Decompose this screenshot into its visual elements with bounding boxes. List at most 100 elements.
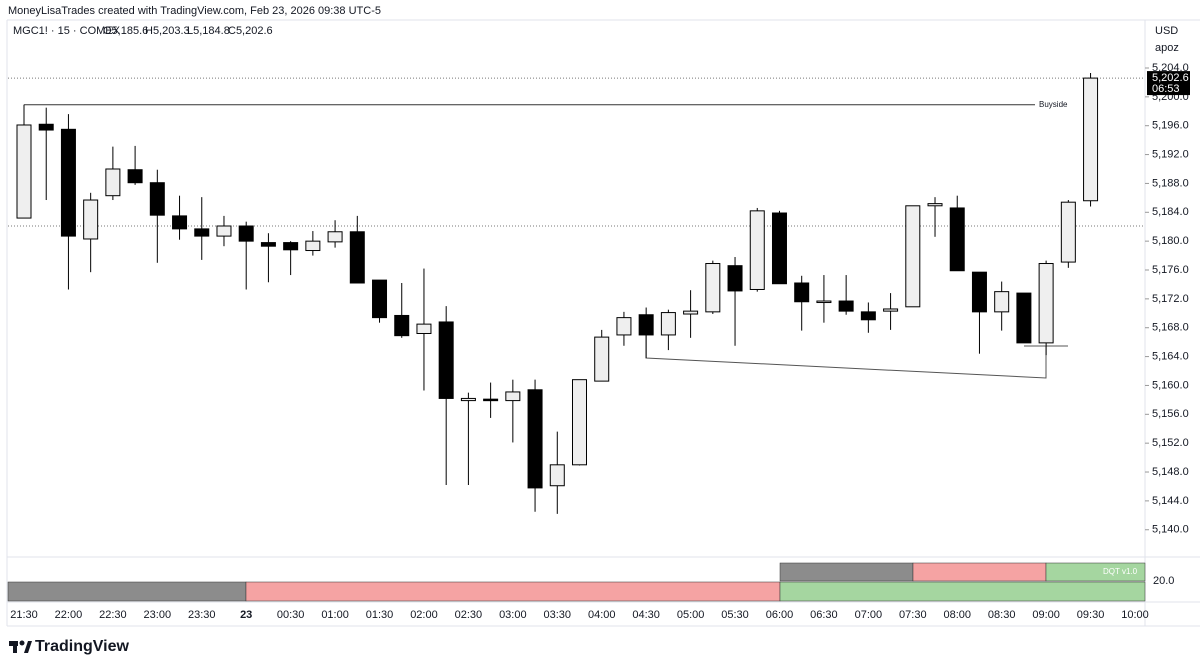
candle-body (883, 308, 899, 312)
close-value: C5,202.6 (228, 25, 273, 37)
candle-body (683, 310, 699, 315)
y-tick-label: 5,148.0 (1152, 466, 1189, 478)
open-value: O5,185.6 (103, 25, 148, 37)
candle-body (372, 279, 388, 319)
indicator-cell (779, 581, 1146, 602)
x-tick-label: 08:30 (988, 609, 1016, 621)
candle-body (172, 215, 188, 230)
y-tick-label: 5,160.0 (1152, 379, 1189, 391)
x-tick-label: 01:30 (366, 609, 394, 621)
x-tick-label: 04:00 (588, 609, 616, 621)
y-tick-label: 5,188.0 (1152, 177, 1189, 189)
symbol: MGC1! · 15 · COMEX (13, 25, 121, 37)
x-tick-label: 03:30 (544, 609, 572, 621)
candle-body (860, 311, 876, 321)
y-tick-label: 5,140.0 (1152, 524, 1189, 536)
candle-body (394, 314, 410, 337)
candle-body (483, 398, 499, 402)
y-tick-label: 5,192.0 (1152, 148, 1189, 160)
y-tick-label: 5,144.0 (1152, 495, 1189, 507)
candle-body (638, 314, 654, 336)
y-tick-label: 5,204.0 (1152, 62, 1189, 74)
x-tick-label: 23 (240, 609, 252, 621)
candle-body (216, 225, 232, 237)
x-tick-label: 23:30 (188, 609, 216, 621)
candle-body (416, 323, 432, 334)
countdown: 06:53 (1152, 83, 1180, 95)
y-tick-label: 5,168.0 (1152, 322, 1189, 334)
x-tick-label: 01:00 (321, 609, 349, 621)
y-tick-label: 5,176.0 (1152, 264, 1189, 276)
x-tick-label: 06:30 (810, 609, 838, 621)
candle-body (705, 263, 721, 313)
candle-body (438, 321, 454, 399)
y-tick-label: 5,164.0 (1152, 350, 1189, 362)
price-badge (1147, 71, 1190, 96)
y-tick-label: 5,152.0 (1152, 437, 1189, 449)
high-value: H5,203.3 (145, 25, 190, 37)
indicator-cell (779, 562, 914, 582)
brand: TradingView (35, 638, 130, 655)
x-tick-label: 00:30 (277, 609, 305, 621)
x-tick-label: 09:00 (1032, 609, 1060, 621)
logo-mark (19, 640, 25, 646)
indicator-cell (912, 562, 1047, 582)
candle-body (127, 169, 143, 184)
indicator-cell (7, 581, 247, 602)
candle-body (83, 199, 99, 240)
candle-body (816, 300, 832, 304)
candle-body (305, 240, 321, 252)
x-tick-label: 08:00 (943, 609, 971, 621)
logo-mark (24, 641, 32, 653)
candle-body (505, 391, 521, 402)
x-tick-label: 04:30 (632, 609, 660, 621)
candle-body (994, 291, 1010, 313)
x-tick-label: 23:00 (144, 609, 172, 621)
candle-body (616, 317, 632, 336)
candle-body (927, 203, 943, 207)
candle-body (594, 336, 610, 382)
candle-body (1083, 77, 1099, 202)
x-tick-label: 03:00 (499, 609, 527, 621)
x-tick-label: 09:30 (1077, 609, 1105, 621)
candle-body (1016, 292, 1032, 344)
candle-body (327, 231, 343, 243)
candle-body (794, 282, 810, 303)
candle-body (283, 242, 299, 251)
low-value: L5,184.8 (187, 25, 230, 37)
candle-body (194, 228, 210, 237)
currency: USD (1155, 25, 1178, 37)
y-tick-label: 5,156.0 (1152, 408, 1189, 420)
candle-body (260, 242, 276, 247)
indicator-cell (1045, 562, 1146, 582)
candle-body (1060, 201, 1076, 263)
x-tick-label: 22:30 (99, 609, 127, 621)
candle-body (727, 265, 743, 292)
candle-body (749, 210, 765, 290)
x-tick-label: 07:30 (899, 609, 927, 621)
price-badge-label: 5,202.6 (1152, 72, 1189, 84)
indicator-label: DQT v1.0 (1103, 567, 1138, 576)
y-tick-label: 5,180.0 (1152, 235, 1189, 247)
candle-body (971, 271, 987, 313)
candle-body (572, 379, 587, 466)
x-tick-label: 05:30 (721, 609, 749, 621)
candle-body (60, 128, 76, 237)
logo (9, 640, 32, 653)
y-tick-label: 5,196.0 (1152, 120, 1189, 132)
x-tick-label: 02:00 (410, 609, 438, 621)
candle-body (349, 231, 365, 284)
indicator-cell (245, 581, 781, 602)
candle-body (905, 205, 921, 308)
attribution: MoneyLisaTrades created with TradingView… (8, 5, 381, 17)
candle-body (460, 397, 476, 402)
x-tick-label: 07:00 (855, 609, 883, 621)
y-tick-label: 5,184.0 (1152, 206, 1189, 218)
x-tick-label: 21:30 (10, 609, 38, 621)
level-label: Buyside (1039, 100, 1068, 109)
candle-body (105, 168, 121, 197)
candle-body (838, 300, 854, 312)
candle-body (1038, 263, 1054, 344)
x-tick-label: 02:30 (455, 609, 483, 621)
